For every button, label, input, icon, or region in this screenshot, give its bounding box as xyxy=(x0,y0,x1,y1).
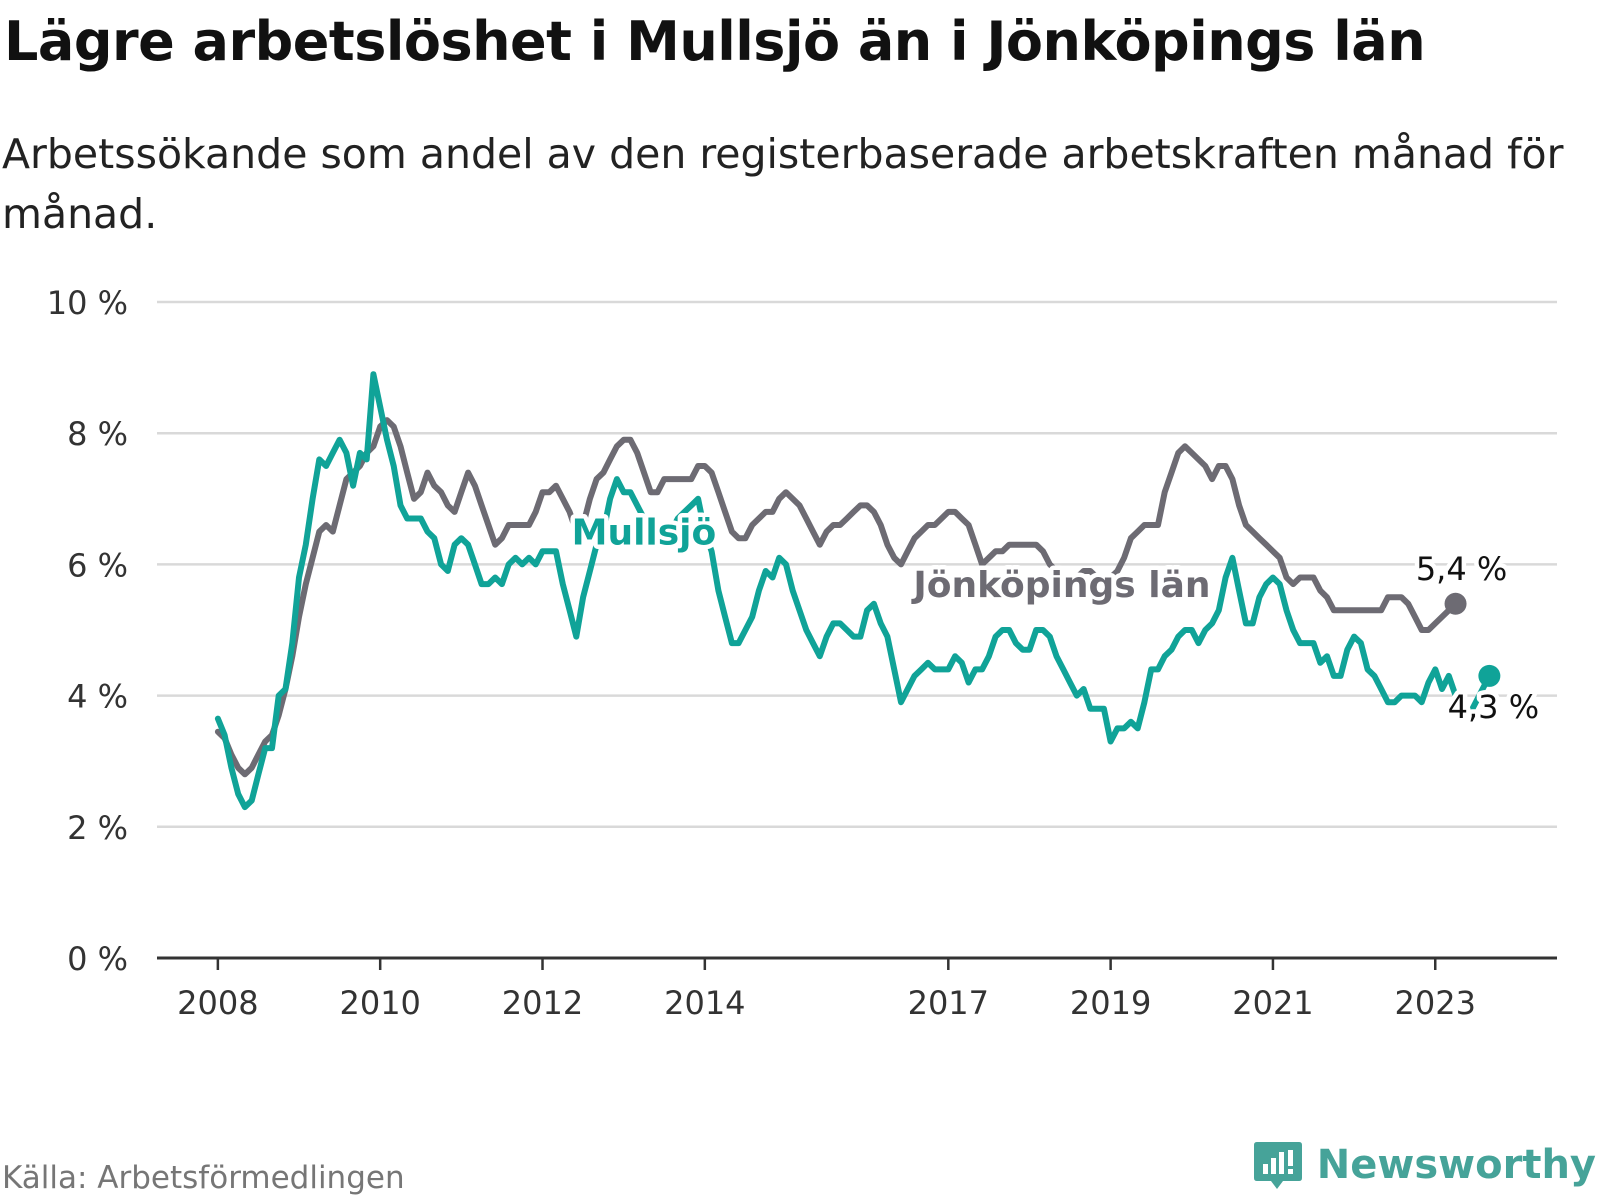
x-tick-label: 2010 xyxy=(339,984,420,1022)
brand-logo: Newsworthy xyxy=(1253,1140,1596,1190)
end-label-lan: 5,4 % xyxy=(1416,550,1507,588)
x-tick-label: 2014 xyxy=(664,984,745,1022)
series-label-lan: Jönköpings län xyxy=(910,565,1210,606)
series-lines xyxy=(214,371,1501,811)
source-note: Källa: Arbetsförmedlingen xyxy=(2,1160,405,1196)
x-tick-label: 2023 xyxy=(1395,984,1476,1022)
end-point-lan xyxy=(1444,592,1467,615)
x-tick-label: 2012 xyxy=(502,984,583,1022)
y-tick-label: 4 % xyxy=(67,678,128,716)
chart-bubble-icon xyxy=(1253,1142,1302,1189)
series-line-mullsjo xyxy=(214,371,1493,811)
x-tick-label: 2019 xyxy=(1070,984,1151,1022)
chart-subtitle: Arbetssökande som andel av den registerb… xyxy=(2,130,1564,238)
chart-title: Lägre arbetslöshet i Mullsjö än i Jönköp… xyxy=(4,10,1426,73)
x-tick-label: 2021 xyxy=(1232,984,1313,1022)
series-label-mullsjo: Mullsjö xyxy=(572,513,717,554)
y-tick-label: 6 % xyxy=(67,546,128,584)
end-point-mullsjo xyxy=(1478,664,1501,687)
gridlines xyxy=(157,300,1557,829)
y-tick-label: 8 % xyxy=(67,415,128,453)
brand-name: Newsworthy xyxy=(1316,1142,1596,1188)
series-labels: Mullsjö Jönköpings län 5,4 % 4,3 % xyxy=(567,508,1543,730)
y-tick-label: 0 % xyxy=(67,940,128,978)
x-tick-label: 2017 xyxy=(908,984,989,1022)
y-tick-label: 2 % xyxy=(67,809,128,847)
y-axis-ticks: 0 % 2 % 4 % 6 % 8 % 10 % xyxy=(47,284,128,978)
x-axis: 2008 2010 2012 2014 2017 2019 2021 2023 xyxy=(157,956,1557,1022)
y-tick-label: 10 % xyxy=(47,284,128,322)
x-tick-label: 2008 xyxy=(177,984,258,1022)
end-label-mullsjo: 4,3 % xyxy=(1448,688,1539,726)
series-line-lan xyxy=(214,417,1459,778)
